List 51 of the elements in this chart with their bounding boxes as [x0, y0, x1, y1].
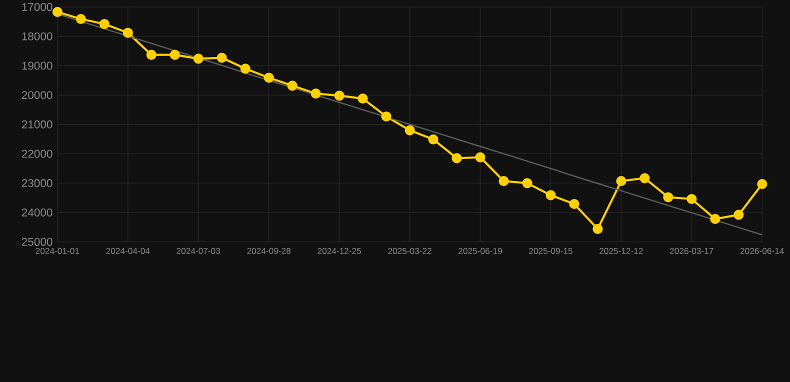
point — [546, 190, 556, 200]
y-tick-label: 17000 — [22, 2, 52, 11]
point — [498, 176, 509, 186]
point — [122, 28, 133, 38]
y-tick-label: 18000 — [22, 32, 52, 40]
y-tick-label: 22000 — [22, 150, 52, 158]
y-tick-label: 24000 — [22, 208, 52, 216]
point — [616, 176, 626, 186]
point — [193, 54, 204, 64]
point — [264, 72, 274, 83]
point — [310, 88, 321, 99]
point — [569, 198, 580, 209]
point — [358, 93, 368, 104]
point — [146, 50, 156, 60]
x-tick-label: 2025-03-22 — [388, 248, 432, 254]
point — [522, 178, 532, 188]
point — [381, 111, 392, 122]
point — [99, 18, 110, 29]
point — [76, 14, 86, 24]
x-tick-label: 2025-09-15 — [529, 248, 572, 254]
point — [170, 50, 180, 60]
point — [710, 214, 720, 224]
point — [52, 6, 62, 17]
y-tick-label: 23000 — [22, 179, 52, 188]
point — [592, 224, 603, 234]
x-tick-label: 2026-06-14 — [740, 248, 784, 254]
x-tick-label: 2024-07-03 — [176, 248, 220, 254]
y-tick-label: 19000 — [22, 62, 52, 70]
point — [640, 173, 650, 184]
point — [428, 134, 438, 144]
point — [404, 125, 415, 136]
point — [663, 192, 674, 202]
point — [287, 80, 298, 91]
point — [475, 152, 486, 162]
x-tick-label: 2025-12-12 — [600, 248, 643, 254]
x-tick-label: 2024-01-01 — [36, 248, 80, 254]
point — [452, 153, 462, 164]
point — [240, 63, 250, 74]
point — [216, 52, 227, 63]
x-tick-label: 2024-09-28 — [247, 248, 291, 254]
y-tick-label: 21000 — [22, 120, 52, 128]
x-tick-label: 2024-04-04 — [106, 248, 150, 254]
point — [686, 194, 697, 204]
point — [757, 178, 768, 189]
y-tick-label: 25000 — [22, 238, 52, 246]
x-tick-label: 2024-12-25 — [318, 248, 362, 254]
point — [334, 90, 344, 101]
x-tick-label: 2026-03-17 — [670, 248, 714, 254]
x-tick-label: 2025-06-19 — [458, 248, 502, 254]
y-tick-label: 20000 — [22, 90, 52, 99]
point — [734, 210, 744, 220]
